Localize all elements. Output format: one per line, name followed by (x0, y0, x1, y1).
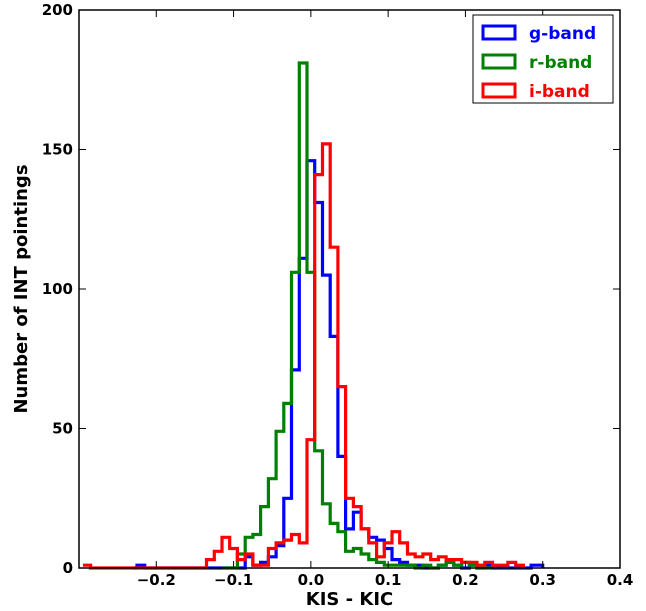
plot-frame (78, 9, 621, 569)
x-tick-label: −0.2 (137, 571, 176, 589)
ticks-layer: −0.2 −0.1 0.0 0.1 0.2 0.3 0.4 0 50 100 150 200 (42, 1, 634, 589)
series-line-r-band (222, 61, 493, 570)
x-tick-label: 0.2 (452, 571, 479, 589)
legend-label-g-band: g-band (529, 24, 596, 44)
legend-swatch-i-band (481, 82, 517, 99)
x-tick-label: −0.1 (214, 571, 253, 589)
legend: g-band r-band i-band (472, 14, 614, 104)
x-tick-label: 0.4 (607, 571, 634, 589)
x-tick-label: 0.1 (375, 571, 402, 589)
legend-box (472, 14, 614, 104)
y-axis-label: Number of INT pointings (11, 164, 32, 413)
series-layer (82, 61, 545, 570)
legend-label-r-band: r-band (529, 53, 592, 73)
y-tick-label: 50 (52, 420, 73, 438)
series-line-i-band (82, 142, 525, 570)
y-tick-label: 100 (42, 280, 73, 298)
legend-label-i-band: i-band (529, 82, 590, 102)
y-tick-label: 0 (63, 559, 73, 577)
x-tick-label: 0.0 (298, 571, 325, 589)
legend-swatch-r-band (481, 53, 517, 70)
x-axis-label: KIS - KIC (306, 589, 393, 610)
x-tick-label: 0.3 (529, 571, 556, 589)
y-tick-label: 150 (42, 141, 73, 159)
legend-swatch-g-band (481, 24, 517, 41)
y-tick-label: 200 (42, 1, 73, 19)
